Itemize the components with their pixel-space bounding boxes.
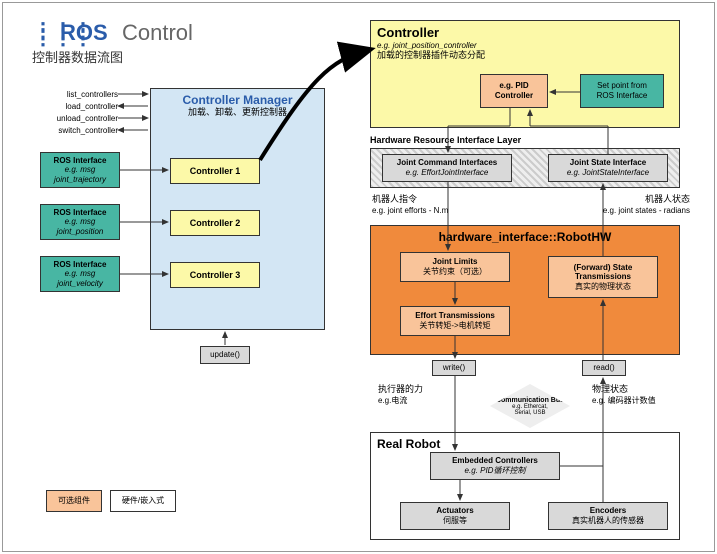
rosif2-title: ROS Interface	[43, 208, 117, 218]
c2-label: Controller 2	[173, 218, 257, 229]
legend-hw-text: 硬件/嵌入式	[113, 496, 173, 506]
rosif-2: ROS Interface e.g. msg joint_position	[40, 204, 120, 240]
legend-opt: 可选组件	[46, 490, 102, 512]
svc-unload: unload_controller	[48, 114, 118, 124]
update-label: update()	[203, 350, 247, 360]
cmd-eg-text: e.g. joint efforts - N.m	[372, 206, 448, 215]
ctrl-title: Controller	[377, 25, 439, 41]
exec-eg: e.g.电流	[378, 396, 407, 405]
mgr-sub: 加载、卸载、更新控制器	[153, 107, 322, 118]
jci-sub: e.g. EffortJointInterface	[385, 168, 509, 178]
rosif3-title: ROS Interface	[43, 260, 117, 270]
rosif3-eg: e.g. msg	[43, 269, 117, 279]
effort-trans: Effort Transmissions 关节转矩->电机转矩	[400, 306, 510, 336]
bus-sub: e.g. Ethercat, Serial, USB	[512, 404, 548, 416]
rosif3-jv: joint_velocity	[43, 279, 117, 289]
rosif-3: ROS Interface e.g. msg joint_velocity	[40, 256, 120, 292]
pid-box: e.g. PID Controller	[480, 74, 548, 108]
read-label: read()	[585, 363, 623, 373]
et-sub: 关节转矩->电机转矩	[403, 321, 507, 331]
ctrl-sub2: 加载的控制器插件动态分配	[377, 50, 485, 61]
controller-manager: Controller Manager 加载、卸载、更新控制器	[150, 88, 325, 330]
fwd-state-trans: (Forward) State Transmissions 真实的物理状态	[548, 256, 658, 298]
enc-sub: 真实机器人的传感器	[551, 516, 665, 526]
ec-sub: e.g. PID循环控制	[433, 466, 557, 476]
controller-1: Controller 1	[170, 158, 260, 184]
exec-text: 执行器的力	[378, 384, 423, 394]
subtitle: 控制器数据流图	[32, 50, 123, 66]
svc-load: load_controller	[48, 102, 118, 112]
jci-title: Joint Command Interfaces	[385, 158, 509, 168]
fst-title: (Forward) State Transmissions	[551, 263, 655, 282]
jsi-sub: e.g. JointStateInterface	[551, 168, 665, 178]
jsi-box: Joint State Interface e.g. JointStateInt…	[548, 154, 668, 182]
jl-title: Joint Limits	[403, 257, 507, 267]
setpoint-label: Set point from ROS Interface	[583, 81, 661, 100]
et-title: Effort Transmissions	[403, 311, 507, 321]
exec-label: 执行器的力 e.g.电流	[378, 384, 468, 406]
ec-title: Embedded Controllers	[433, 456, 557, 466]
c1-label: Controller 1	[173, 166, 257, 177]
rosif-1: ROS Interface e.g. msg joint_trajectory	[40, 152, 120, 188]
write-label: write()	[435, 363, 473, 373]
legend-hw: 硬件/嵌入式	[110, 490, 176, 512]
embedded-ctrl: Embedded Controllers e.g. PID循环控制	[430, 452, 560, 480]
ros-title: ROS	[60, 20, 108, 46]
rosif1-jt: joint_trajectory	[43, 175, 117, 185]
update-box: update()	[200, 346, 250, 364]
cmd-lbl-text: 机器人指令	[372, 194, 417, 204]
phys-text: 物理状态	[592, 384, 628, 394]
rosif2-jp: joint_position	[43, 227, 117, 237]
jci-box: Joint Command Interfaces e.g. EffortJoin…	[382, 154, 512, 182]
rosif2-eg: e.g. msg	[43, 217, 117, 227]
enc-title: Encoders	[551, 506, 665, 516]
controller-2: Controller 2	[170, 210, 260, 236]
jl-sub: 关节约束（可选）	[403, 267, 507, 277]
bus-title: Communication Bus	[496, 397, 564, 404]
rosif1-title: ROS Interface	[43, 156, 117, 166]
robot-title: Real Robot	[377, 437, 440, 451]
controller-3: Controller 3	[170, 262, 260, 288]
svc-switch: switch_controller	[48, 126, 118, 136]
act-title: Actuators	[403, 506, 507, 516]
state-label: 机器人状态 e.g. joint states - radians	[580, 194, 690, 216]
mgr-title: Controller Manager	[153, 93, 322, 107]
ctrl-sub: e.g. joint_position_controller	[377, 41, 477, 51]
hw-layer-title: Hardware Resource Interface Layer	[370, 135, 521, 146]
svc-list: list_controllers	[48, 90, 118, 100]
state-eg-text: e.g. joint states - radians	[603, 206, 690, 215]
write-box: write()	[432, 360, 476, 376]
read-box: read()	[582, 360, 626, 376]
c3-label: Controller 3	[173, 270, 257, 281]
jsi-title: Joint State Interface	[551, 158, 665, 168]
phys-label: 物理状态 e.g. 编码器计数值	[592, 384, 692, 406]
fst-sub: 真实的物理状态	[551, 282, 655, 292]
bus-diamond: Communication Bus e.g. Ethercat, Serial,…	[490, 384, 570, 428]
phys-eg: e.g. 编码器计数值	[592, 396, 656, 405]
control-title: Control	[122, 20, 193, 46]
joint-limits: Joint Limits 关节约束（可选）	[400, 252, 510, 282]
setpoint-box: Set point from ROS Interface	[580, 74, 664, 108]
rhw-title: hardware_interface::RobotHW	[373, 230, 677, 244]
state-lbl-text: 机器人状态	[645, 194, 690, 204]
actuators: Actuators 伺服等	[400, 502, 510, 530]
encoders: Encoders 真实机器人的传感器	[548, 502, 668, 530]
pid-label: e.g. PID Controller	[483, 81, 545, 100]
cmd-label: 机器人指令 e.g. joint efforts - N.m	[372, 194, 492, 216]
legend-opt-text: 可选组件	[49, 496, 99, 506]
rosif1-eg: e.g. msg	[43, 165, 117, 175]
act-sub: 伺服等	[403, 516, 507, 526]
